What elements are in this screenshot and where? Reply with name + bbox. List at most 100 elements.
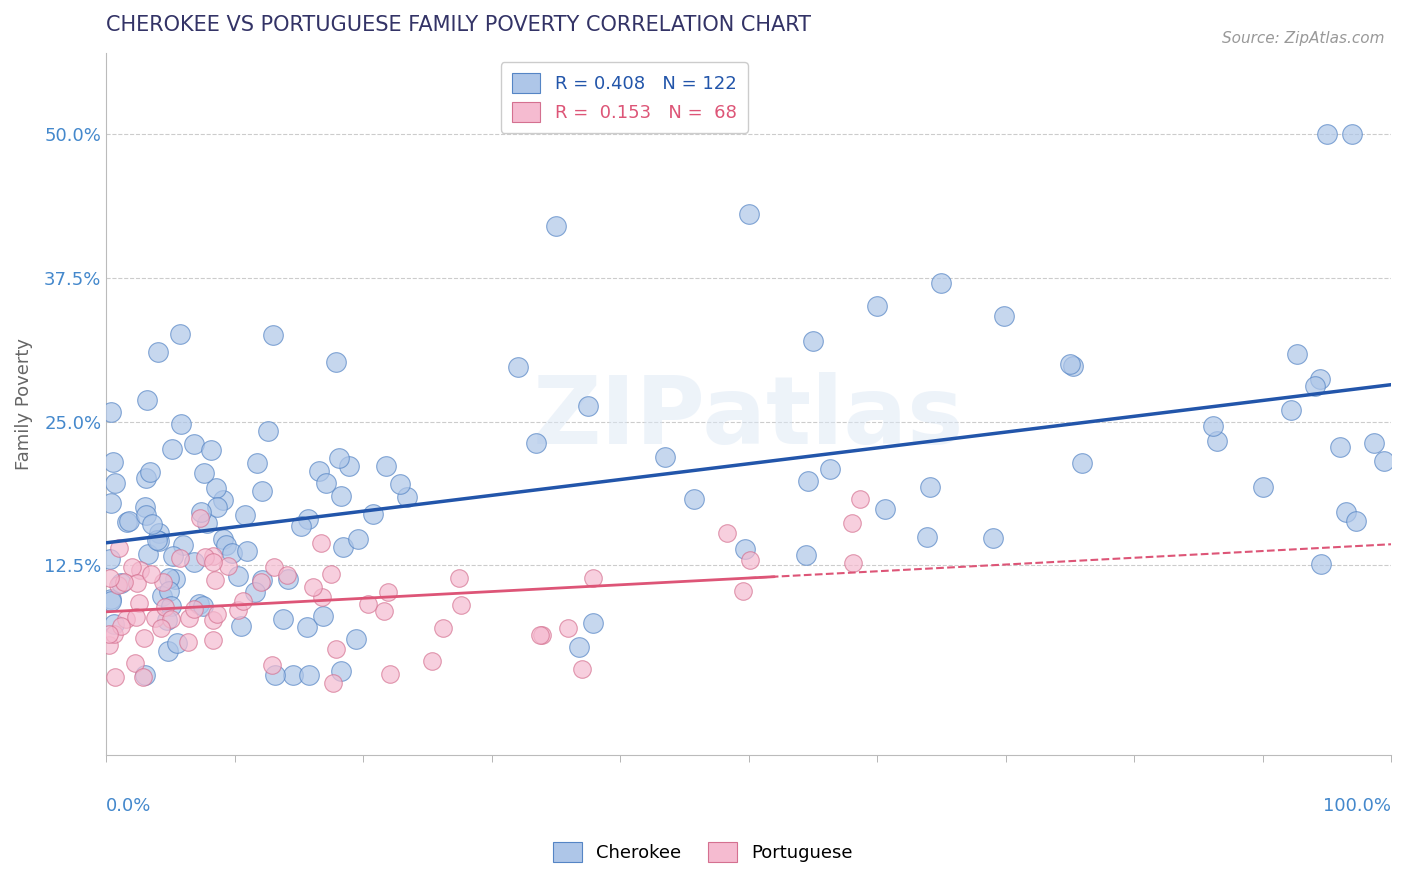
Point [165, 572, 187, 586]
Point [842, 557, 865, 571]
Point [134, 667, 156, 681]
Point [132, 631, 155, 645]
Point [150, 621, 173, 635]
Point [135, 471, 157, 485]
Point [396, 490, 419, 504]
Point [731, 584, 754, 599]
Point [148, 533, 170, 548]
Point [150, 589, 173, 603]
Point [506, 360, 529, 375]
Point [188, 511, 211, 525]
Point [98, 552, 121, 566]
Legend: Cherokee, Portuguese: Cherokee, Portuguese [546, 835, 860, 870]
Point [135, 508, 157, 523]
Point [377, 584, 399, 599]
Point [97, 638, 120, 652]
Point [1251, 480, 1274, 494]
Point [156, 613, 179, 627]
Text: Source: ZipAtlas.com: Source: ZipAtlas.com [1222, 31, 1385, 46]
Point [873, 502, 896, 516]
Point [141, 516, 163, 531]
Y-axis label: Family Poverty: Family Poverty [15, 338, 32, 470]
Point [195, 516, 218, 531]
Point [263, 667, 285, 681]
Point [148, 525, 170, 540]
Point [183, 602, 205, 616]
Point [531, 628, 554, 642]
Point [1336, 505, 1358, 519]
Point [557, 621, 579, 635]
Point [169, 327, 191, 342]
Point [1309, 371, 1331, 385]
Point [183, 556, 205, 570]
Point [309, 536, 332, 550]
Point [1329, 440, 1351, 454]
Point [160, 612, 183, 626]
Point [981, 531, 1004, 545]
Point [734, 541, 756, 556]
Point [262, 328, 284, 343]
Point [325, 355, 347, 369]
Point [190, 505, 212, 519]
Point [797, 474, 820, 488]
Point [100, 592, 122, 607]
Point [118, 514, 141, 528]
Point [143, 611, 166, 625]
Point [202, 555, 225, 569]
Point [1206, 434, 1229, 449]
Point [200, 442, 222, 457]
Point [297, 619, 319, 633]
Point [740, 553, 762, 567]
Point [524, 435, 547, 450]
Point [450, 598, 472, 612]
Point [931, 277, 953, 291]
Point [375, 459, 398, 474]
Point [104, 475, 127, 490]
Point [215, 538, 238, 552]
Point [302, 580, 325, 594]
Point [177, 635, 200, 649]
Point [818, 462, 841, 476]
Point [330, 489, 353, 503]
Point [157, 644, 180, 658]
Point [315, 475, 337, 490]
Point [226, 569, 249, 583]
Point [801, 334, 824, 348]
Point [246, 456, 269, 470]
Point [1062, 359, 1084, 373]
Point [170, 417, 193, 431]
Point [202, 613, 225, 627]
Point [100, 594, 122, 608]
Point [204, 573, 226, 587]
Point [157, 584, 180, 599]
Point [277, 572, 299, 586]
Point [378, 666, 401, 681]
Point [297, 512, 319, 526]
Point [212, 532, 235, 546]
Point [420, 654, 443, 668]
Point [136, 547, 159, 561]
Point [332, 540, 354, 554]
Point [276, 568, 298, 582]
Point [179, 611, 201, 625]
Point [193, 466, 215, 480]
Point [226, 603, 249, 617]
Point [866, 300, 889, 314]
Point [221, 546, 243, 560]
Point [273, 612, 295, 626]
Point [582, 571, 605, 585]
Point [329, 665, 352, 679]
Point [347, 533, 370, 547]
Point [1310, 557, 1333, 571]
Point [373, 604, 395, 618]
Point [159, 599, 181, 613]
Point [146, 344, 169, 359]
Point [202, 632, 225, 647]
Point [281, 667, 304, 681]
Point [100, 496, 122, 510]
Point [117, 515, 139, 529]
Point [157, 571, 180, 585]
Point [256, 424, 278, 438]
Point [169, 550, 191, 565]
Point [100, 404, 122, 418]
